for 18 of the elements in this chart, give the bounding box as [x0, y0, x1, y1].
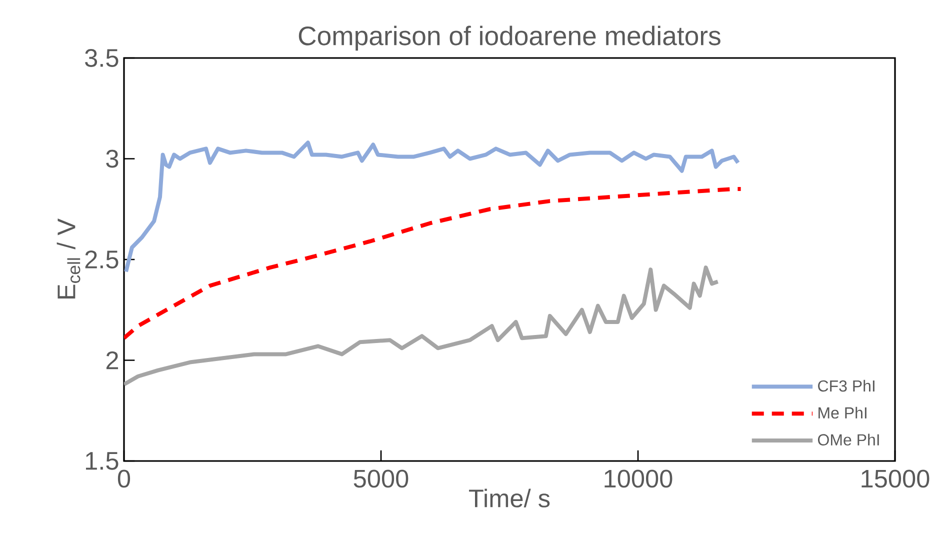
x-axis-title: Time/ s: [469, 488, 550, 508]
line-series: [124, 140, 740, 274]
legend-label: Me PhI: [818, 406, 866, 419]
legend-label: OMe PhI: [818, 434, 879, 446]
x-tick-label: 10000: [604, 470, 672, 488]
y-axis-title: E$_{cell}$ / V: [56, 218, 80, 299]
y-tick-label: 2: [106, 351, 118, 370]
y-tick-label: 3.5: [85, 49, 118, 67]
x-tick-label: 15000: [862, 470, 930, 488]
chart-title: Comparison of iodoarene mediators: [298, 26, 720, 51]
y-tick-label: 2.5: [85, 250, 118, 268]
x-tick-label: 0: [118, 470, 130, 488]
line-series: [124, 266, 720, 386]
line-series: [124, 186, 743, 340]
y-tick-label: 3: [106, 150, 118, 168]
x-tick-label: 5000: [354, 470, 408, 488]
legend-label: CF3 PhI: [818, 380, 874, 392]
y-tick-label: 1.5: [86, 452, 118, 470]
